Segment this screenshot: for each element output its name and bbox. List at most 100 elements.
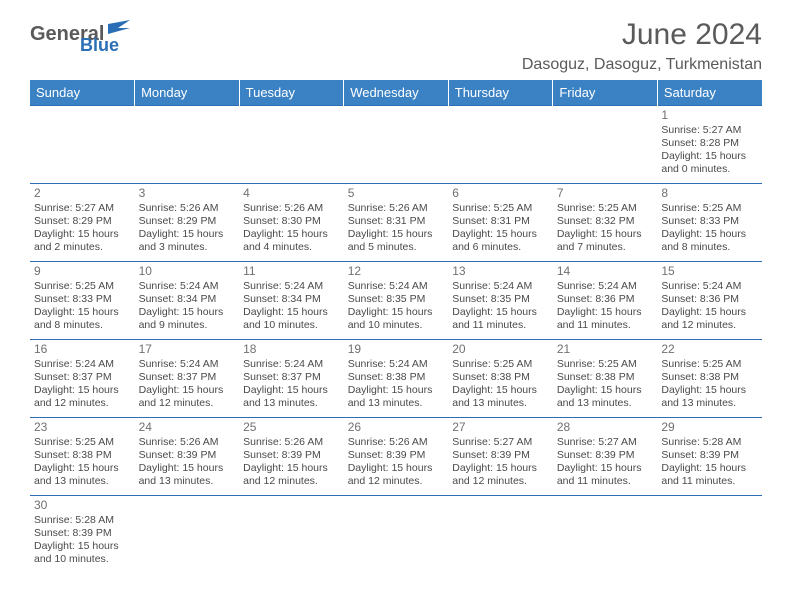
daylight-text: and 12 minutes. bbox=[243, 475, 340, 488]
day-number: 1 bbox=[661, 108, 758, 123]
daylight-text: and 11 minutes. bbox=[661, 475, 758, 488]
calendar-day-cell: 2Sunrise: 5:27 AMSunset: 8:29 PMDaylight… bbox=[30, 184, 135, 262]
sunset-text: Sunset: 8:39 PM bbox=[139, 449, 236, 462]
calendar-day-cell bbox=[344, 106, 449, 184]
daylight-text: and 6 minutes. bbox=[452, 241, 549, 254]
daylight-text: and 3 minutes. bbox=[139, 241, 236, 254]
sunrise-text: Sunrise: 5:27 AM bbox=[452, 436, 549, 449]
sunrise-text: Sunrise: 5:25 AM bbox=[557, 358, 654, 371]
daylight-text: Daylight: 15 hours bbox=[348, 306, 445, 319]
weekday-header: Saturday bbox=[657, 80, 762, 106]
sunrise-text: Sunrise: 5:25 AM bbox=[661, 202, 758, 215]
day-number: 12 bbox=[348, 264, 445, 279]
calendar-day-cell: 12Sunrise: 5:24 AMSunset: 8:35 PMDayligh… bbox=[344, 262, 449, 340]
page-header: General Blue June 2024 Dasoguz, Dasoguz,… bbox=[30, 18, 762, 74]
daylight-text: and 12 minutes. bbox=[34, 397, 131, 410]
weekday-header: Monday bbox=[135, 80, 240, 106]
sunset-text: Sunset: 8:39 PM bbox=[557, 449, 654, 462]
sunset-text: Sunset: 8:31 PM bbox=[348, 215, 445, 228]
sunset-text: Sunset: 8:36 PM bbox=[661, 293, 758, 306]
sunrise-text: Sunrise: 5:26 AM bbox=[243, 202, 340, 215]
daylight-text: Daylight: 15 hours bbox=[557, 306, 654, 319]
sunrise-text: Sunrise: 5:27 AM bbox=[661, 124, 758, 137]
sunset-text: Sunset: 8:38 PM bbox=[348, 371, 445, 384]
daylight-text: and 2 minutes. bbox=[34, 241, 131, 254]
sunset-text: Sunset: 8:38 PM bbox=[557, 371, 654, 384]
day-number: 17 bbox=[139, 342, 236, 357]
calendar-day-cell: 13Sunrise: 5:24 AMSunset: 8:35 PMDayligh… bbox=[448, 262, 553, 340]
daylight-text: and 13 minutes. bbox=[139, 475, 236, 488]
day-number: 14 bbox=[557, 264, 654, 279]
day-number: 6 bbox=[452, 186, 549, 201]
brand-logo: General Blue bbox=[30, 24, 134, 44]
calendar-day-cell: 16Sunrise: 5:24 AMSunset: 8:37 PMDayligh… bbox=[30, 340, 135, 418]
sunset-text: Sunset: 8:38 PM bbox=[34, 449, 131, 462]
calendar-day-cell: 28Sunrise: 5:27 AMSunset: 8:39 PMDayligh… bbox=[553, 418, 658, 496]
daylight-text: and 4 minutes. bbox=[243, 241, 340, 254]
calendar-day-cell bbox=[553, 106, 658, 184]
calendar-day-cell: 29Sunrise: 5:28 AMSunset: 8:39 PMDayligh… bbox=[657, 418, 762, 496]
daylight-text: and 13 minutes. bbox=[661, 397, 758, 410]
calendar-day-cell: 18Sunrise: 5:24 AMSunset: 8:37 PMDayligh… bbox=[239, 340, 344, 418]
daylight-text: Daylight: 15 hours bbox=[452, 462, 549, 475]
daylight-text: and 8 minutes. bbox=[34, 319, 131, 332]
calendar-day-cell bbox=[135, 106, 240, 184]
daylight-text: Daylight: 15 hours bbox=[139, 306, 236, 319]
daylight-text: Daylight: 15 hours bbox=[661, 462, 758, 475]
daylight-text: Daylight: 15 hours bbox=[661, 150, 758, 163]
sunrise-text: Sunrise: 5:28 AM bbox=[661, 436, 758, 449]
sunrise-text: Sunrise: 5:28 AM bbox=[34, 514, 131, 527]
day-number: 3 bbox=[139, 186, 236, 201]
sunrise-text: Sunrise: 5:26 AM bbox=[348, 202, 445, 215]
location-text: Dasoguz, Dasoguz, Turkmenistan bbox=[522, 56, 762, 74]
day-number: 19 bbox=[348, 342, 445, 357]
sunset-text: Sunset: 8:33 PM bbox=[661, 215, 758, 228]
sunrise-text: Sunrise: 5:26 AM bbox=[139, 202, 236, 215]
daylight-text: Daylight: 15 hours bbox=[557, 384, 654, 397]
daylight-text: Daylight: 15 hours bbox=[452, 306, 549, 319]
sunrise-text: Sunrise: 5:26 AM bbox=[243, 436, 340, 449]
daylight-text: and 10 minutes. bbox=[34, 553, 131, 566]
calendar-day-cell bbox=[553, 496, 658, 574]
sunrise-text: Sunrise: 5:24 AM bbox=[243, 280, 340, 293]
calendar-week-row: 16Sunrise: 5:24 AMSunset: 8:37 PMDayligh… bbox=[30, 340, 762, 418]
calendar-day-cell: 27Sunrise: 5:27 AMSunset: 8:39 PMDayligh… bbox=[448, 418, 553, 496]
daylight-text: Daylight: 15 hours bbox=[139, 384, 236, 397]
sunset-text: Sunset: 8:32 PM bbox=[557, 215, 654, 228]
calendar-day-cell: 22Sunrise: 5:25 AMSunset: 8:38 PMDayligh… bbox=[657, 340, 762, 418]
day-number: 11 bbox=[243, 264, 340, 279]
weekday-header-row: Sunday Monday Tuesday Wednesday Thursday… bbox=[30, 80, 762, 106]
calendar-day-cell: 4Sunrise: 5:26 AMSunset: 8:30 PMDaylight… bbox=[239, 184, 344, 262]
daylight-text: and 7 minutes. bbox=[557, 241, 654, 254]
daylight-text: and 10 minutes. bbox=[348, 319, 445, 332]
calendar-day-cell: 30Sunrise: 5:28 AMSunset: 8:39 PMDayligh… bbox=[30, 496, 135, 574]
day-number: 22 bbox=[661, 342, 758, 357]
daylight-text: Daylight: 15 hours bbox=[661, 306, 758, 319]
daylight-text: and 13 minutes. bbox=[452, 397, 549, 410]
weekday-header: Wednesday bbox=[344, 80, 449, 106]
day-number: 9 bbox=[34, 264, 131, 279]
sunset-text: Sunset: 8:39 PM bbox=[34, 527, 131, 540]
calendar-week-row: 9Sunrise: 5:25 AMSunset: 8:33 PMDaylight… bbox=[30, 262, 762, 340]
day-number: 29 bbox=[661, 420, 758, 435]
daylight-text: Daylight: 15 hours bbox=[34, 306, 131, 319]
weekday-header: Sunday bbox=[30, 80, 135, 106]
daylight-text: and 13 minutes. bbox=[34, 475, 131, 488]
sunrise-text: Sunrise: 5:27 AM bbox=[557, 436, 654, 449]
sunrise-text: Sunrise: 5:24 AM bbox=[557, 280, 654, 293]
sunset-text: Sunset: 8:31 PM bbox=[452, 215, 549, 228]
sunrise-text: Sunrise: 5:24 AM bbox=[34, 358, 131, 371]
daylight-text: and 11 minutes. bbox=[557, 319, 654, 332]
sunset-text: Sunset: 8:30 PM bbox=[243, 215, 340, 228]
calendar-day-cell: 24Sunrise: 5:26 AMSunset: 8:39 PMDayligh… bbox=[135, 418, 240, 496]
sunrise-text: Sunrise: 5:25 AM bbox=[661, 358, 758, 371]
daylight-text: Daylight: 15 hours bbox=[243, 462, 340, 475]
day-number: 26 bbox=[348, 420, 445, 435]
daylight-text: Daylight: 15 hours bbox=[34, 462, 131, 475]
daylight-text: Daylight: 15 hours bbox=[557, 462, 654, 475]
sunset-text: Sunset: 8:29 PM bbox=[139, 215, 236, 228]
daylight-text: Daylight: 15 hours bbox=[348, 462, 445, 475]
daylight-text: Daylight: 15 hours bbox=[348, 228, 445, 241]
sunrise-text: Sunrise: 5:24 AM bbox=[348, 280, 445, 293]
daylight-text: and 13 minutes. bbox=[243, 397, 340, 410]
